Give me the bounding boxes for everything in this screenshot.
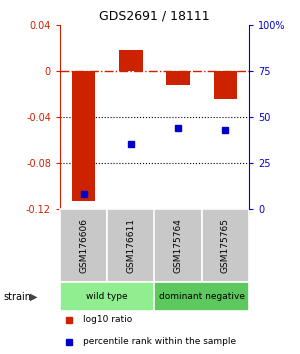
- Bar: [154, 282, 249, 311]
- Text: GSM175764: GSM175764: [174, 218, 183, 273]
- Text: ▶: ▶: [30, 292, 38, 302]
- Text: percentile rank within the sample: percentile rank within the sample: [83, 337, 236, 346]
- Text: GSM176611: GSM176611: [126, 218, 135, 273]
- Text: GSM175765: GSM175765: [221, 218, 230, 273]
- Bar: [166, 71, 190, 85]
- Bar: [72, 71, 95, 201]
- Text: log10 ratio: log10 ratio: [83, 315, 132, 324]
- Bar: [202, 209, 249, 282]
- Bar: [60, 282, 154, 311]
- Text: dominant negative: dominant negative: [159, 292, 245, 301]
- Text: GSM176606: GSM176606: [79, 218, 88, 273]
- Text: strain: strain: [3, 292, 31, 302]
- Title: GDS2691 / 18111: GDS2691 / 18111: [99, 9, 210, 22]
- Bar: [60, 209, 107, 282]
- Bar: [107, 209, 154, 282]
- Bar: [214, 71, 237, 99]
- Bar: [119, 50, 143, 71]
- Bar: [154, 209, 202, 282]
- Text: wild type: wild type: [86, 292, 128, 301]
